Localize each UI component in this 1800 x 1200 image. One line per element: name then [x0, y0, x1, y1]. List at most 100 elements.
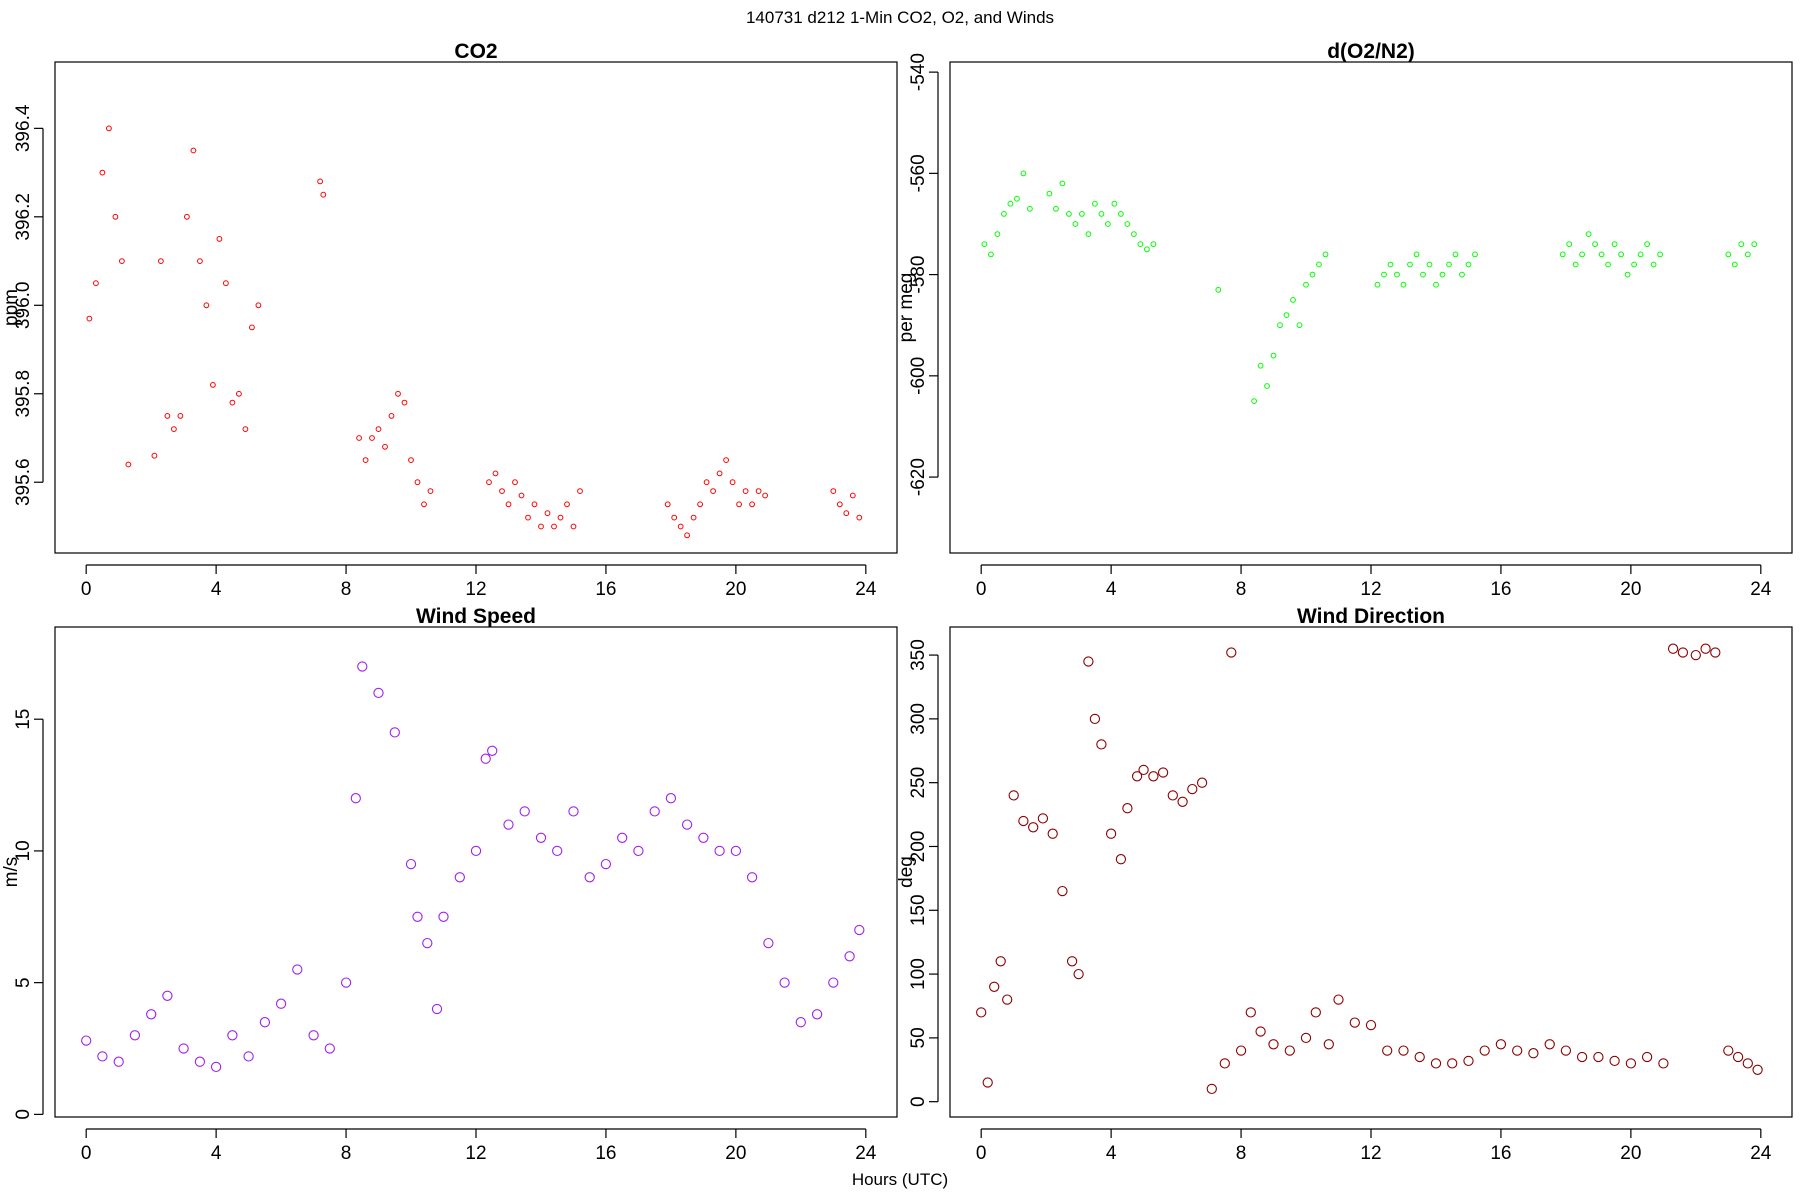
co2-point — [836, 501, 843, 508]
o2n2-y-tick-label: -600 — [908, 357, 929, 395]
o2n2-point — [1459, 271, 1465, 278]
wind-speed-point — [422, 937, 433, 949]
wind-speed-point — [194, 1056, 206, 1067]
o2n2-point — [1014, 195, 1020, 202]
o2n2-x-tick-label: 8 — [1236, 579, 1247, 600]
wind-speed-point — [227, 1030, 238, 1041]
co2-x-tick-label: 4 — [211, 579, 222, 600]
co2-point — [164, 413, 171, 419]
co2-point — [223, 280, 229, 287]
o2n2-point — [1631, 261, 1637, 268]
o2n2-point — [1131, 231, 1137, 238]
co2-point — [684, 532, 690, 539]
o2n2-point — [1605, 261, 1611, 268]
o2n2-point — [1046, 190, 1053, 197]
co2-point — [86, 315, 93, 322]
o2n2-point — [1098, 211, 1105, 217]
wind-speed-point — [438, 911, 449, 922]
o2n2-point — [1472, 251, 1478, 258]
wind-direction-point — [1609, 1055, 1620, 1067]
wind-direction-point — [1528, 1048, 1539, 1059]
wind-direction-y-tick-label: 350 — [908, 639, 929, 671]
co2-point — [184, 213, 190, 220]
wind-direction-point — [1323, 1039, 1334, 1050]
co2-point — [518, 492, 525, 499]
wind-direction-point — [1284, 1045, 1295, 1056]
wind-direction-point — [1560, 1045, 1572, 1056]
o2n2-point — [1053, 205, 1059, 212]
co2-title: CO2 — [454, 40, 497, 63]
o2n2-point — [1572, 261, 1579, 268]
wind-direction-title: Wind Direction — [1297, 605, 1445, 628]
wind-direction-point — [1512, 1045, 1523, 1056]
wind-speed-point — [746, 872, 758, 883]
co2-x-tick-label: 0 — [81, 579, 92, 600]
wind-direction-point — [1625, 1058, 1637, 1069]
co2-point — [395, 390, 401, 397]
co2-x-tick-label: 20 — [725, 579, 746, 600]
co2-point — [382, 443, 388, 450]
co2-point — [125, 461, 132, 468]
o2n2-y-tick-label: -560 — [908, 154, 929, 192]
o2n2-title: d(O2/N2) — [1327, 40, 1415, 63]
co2-point — [249, 324, 255, 331]
co2-point — [229, 399, 236, 406]
co2-point — [664, 501, 671, 508]
co2-y-tick-label: 396.4 — [13, 104, 34, 152]
wind-speed-point — [854, 924, 865, 936]
co2-x-tick-label: 24 — [855, 579, 877, 600]
o2n2-point — [1598, 251, 1605, 258]
o2n2-point — [1283, 312, 1290, 319]
wind-direction-point — [1544, 1039, 1555, 1050]
o2n2-point — [1257, 362, 1264, 369]
wind-speed-point — [373, 687, 384, 699]
o2n2-point — [1309, 271, 1316, 278]
wind-direction-point — [1196, 777, 1208, 788]
co2-point — [119, 258, 125, 265]
co2-point — [158, 258, 164, 265]
co2-point — [749, 501, 755, 508]
wind-direction-point — [1122, 803, 1133, 814]
wind-speed-point — [146, 1009, 157, 1020]
wind-speed-point — [795, 1017, 806, 1028]
o2n2-point — [1381, 271, 1387, 278]
wind-speed-point — [324, 1043, 335, 1054]
wind-direction-point — [1235, 1045, 1247, 1056]
co2-point — [112, 213, 119, 220]
o2n2-point — [1566, 241, 1573, 248]
co2-point — [729, 479, 736, 486]
wind-direction-x-tick-label: 16 — [1490, 1143, 1511, 1164]
co2-point — [203, 302, 210, 309]
wind-direction-point — [1752, 1064, 1763, 1075]
co2-point — [216, 236, 223, 242]
o2n2-y-axis-label: per meg — [896, 273, 917, 343]
o2n2-point — [1105, 221, 1111, 227]
co2-y-tick-label: 396.2 — [13, 193, 34, 241]
co2-point — [375, 426, 382, 433]
o2n2-point — [1079, 211, 1085, 217]
wind-speed-point — [633, 845, 644, 857]
o2n2-point — [1020, 170, 1027, 177]
wind-speed-point — [97, 1051, 108, 1062]
co2-point — [577, 488, 583, 495]
wind-speed-point — [779, 977, 790, 988]
wind-speed-point — [844, 951, 855, 962]
wind-speed-point — [584, 872, 595, 883]
co2-point — [408, 457, 414, 464]
o2n2-y-tick-label: -580 — [908, 256, 929, 294]
wind-speed-point — [600, 858, 612, 870]
wind-direction-point — [1398, 1045, 1409, 1056]
o2n2-point — [1251, 398, 1257, 405]
wind-speed-point — [308, 1030, 319, 1041]
wind-speed-point — [503, 819, 514, 830]
co2-point — [564, 501, 570, 508]
co2-point — [421, 501, 427, 508]
co2-point — [320, 191, 327, 198]
wind-direction-point — [1187, 783, 1198, 795]
wind-direction-point — [1057, 885, 1068, 897]
o2n2-point — [1394, 271, 1400, 278]
co2-point — [99, 169, 106, 176]
wind-speed-x-tick-label: 0 — [81, 1143, 92, 1164]
co2-y-tick-label: 395.6 — [13, 458, 34, 506]
co2-plot-frame — [54, 61, 898, 554]
